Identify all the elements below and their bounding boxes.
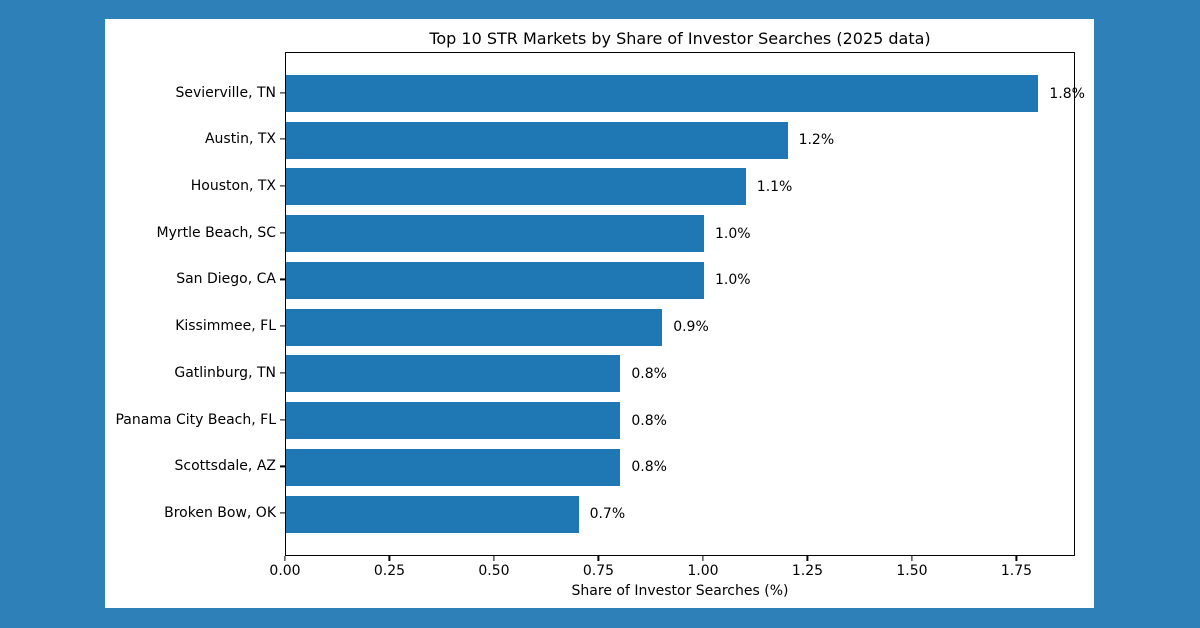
x-tick-mark bbox=[597, 556, 600, 561]
bar-value-label: 1.0% bbox=[714, 272, 751, 289]
bar-value-label: 0.7% bbox=[589, 506, 626, 523]
x-tick-mark bbox=[284, 556, 286, 561]
x-tick-label: 1.50 bbox=[896, 563, 928, 579]
y-tick-mark bbox=[280, 232, 285, 234]
bar bbox=[286, 448, 621, 486]
bar-value-label: 1.2% bbox=[798, 132, 835, 149]
bar-value-label: 1.8% bbox=[1049, 85, 1085, 102]
y-tick-mark bbox=[280, 138, 285, 140]
x-tick-mark bbox=[388, 556, 391, 561]
bar bbox=[286, 261, 704, 299]
y-tick-label: Panama City Beach, FL bbox=[115, 411, 276, 428]
y-tick-mark bbox=[280, 512, 285, 514]
bar-value-label: 0.8% bbox=[631, 412, 667, 429]
y-tick-label: San Diego, CA bbox=[176, 271, 276, 288]
x-tick-label: 1.25 bbox=[791, 563, 824, 579]
bar bbox=[286, 495, 579, 533]
y-tick-label: Gatlinburg, TN bbox=[174, 364, 276, 381]
y-tick-mark bbox=[280, 419, 285, 421]
y-tick-mark bbox=[280, 325, 285, 327]
chart-card: Top 10 STR Markets by Share of Investor … bbox=[105, 19, 1094, 608]
x-tick-mark bbox=[493, 556, 495, 561]
bar-value-label: 1.1% bbox=[756, 178, 793, 195]
y-tick-label: Kissimmee, FL bbox=[175, 318, 276, 335]
bar-value-label: 0.8% bbox=[631, 459, 667, 476]
bar-value-label: 0.8% bbox=[631, 365, 667, 382]
x-tick-label: 0.25 bbox=[373, 563, 406, 579]
bar bbox=[286, 168, 746, 206]
y-tick-mark bbox=[280, 372, 285, 374]
y-tick-label: Broken Bow, OK bbox=[164, 505, 276, 522]
bar bbox=[286, 402, 621, 440]
x-tick-label: 0.00 bbox=[269, 563, 301, 579]
x-tick-mark bbox=[1015, 556, 1018, 561]
x-axis-label: Share of Investor Searches (%) bbox=[571, 583, 789, 599]
y-tick-label: Sevierville, TN bbox=[175, 84, 276, 101]
bar-value-label: 1.0% bbox=[714, 225, 751, 242]
x-tick-label: 1.00 bbox=[687, 563, 719, 579]
bar bbox=[286, 308, 663, 346]
chart-title: Top 10 STR Markets by Share of Investor … bbox=[429, 29, 931, 48]
x-tick-mark bbox=[702, 556, 704, 561]
x-tick-mark bbox=[806, 556, 809, 561]
plot-area: 1.8% 1.2% 1.1% 1.0% 1.0% 0.9% 0.8% 0.8% 0.8% 0.7% bbox=[285, 52, 1085, 556]
y-tick-label: Myrtle Beach, SC bbox=[156, 224, 277, 241]
x-tick-mark bbox=[911, 556, 913, 561]
bar bbox=[286, 355, 621, 393]
x-tick-label: 0.75 bbox=[582, 563, 615, 579]
y-tick-label: Scottsdale, AZ bbox=[174, 458, 276, 475]
bar bbox=[286, 215, 704, 253]
y-tick-label: Austin, TX bbox=[204, 131, 276, 148]
y-tick-mark bbox=[280, 278, 285, 280]
y-tick-mark bbox=[280, 91, 285, 94]
y-tick-mark bbox=[280, 465, 285, 467]
y-tick-mark bbox=[280, 185, 285, 187]
x-tick-label: 0.50 bbox=[478, 563, 510, 579]
y-tick-label: Houston, TX bbox=[190, 177, 276, 194]
bar bbox=[286, 121, 788, 159]
bar-value-label: 0.9% bbox=[673, 319, 709, 336]
bar bbox=[286, 75, 1039, 112]
x-tick-label: 1.75 bbox=[1000, 563, 1033, 579]
